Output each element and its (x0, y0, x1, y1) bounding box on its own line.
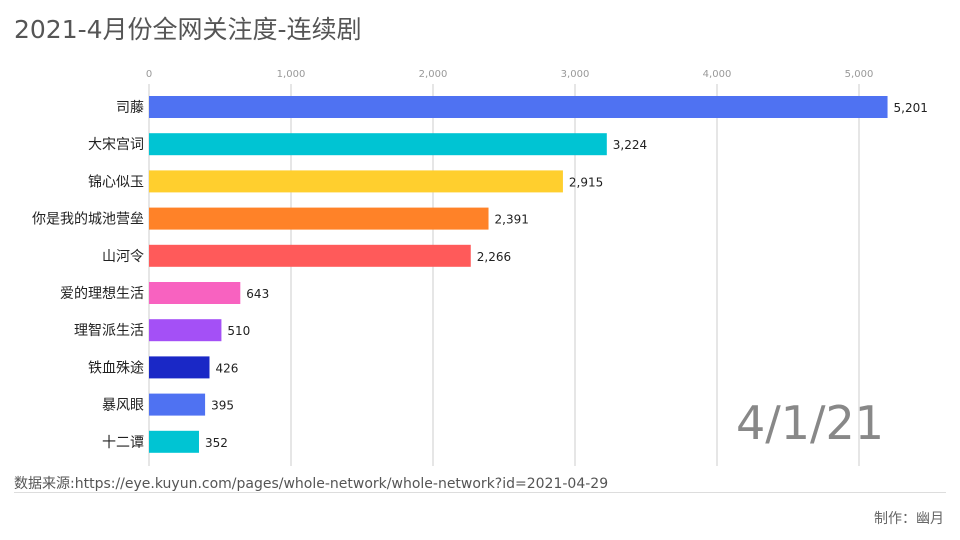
x-tick-label: 5,000 (845, 69, 874, 80)
value-label: 395 (211, 399, 234, 413)
value-label: 426 (215, 361, 238, 375)
category-label: 司藤 (116, 100, 144, 116)
value-label: 510 (227, 324, 250, 338)
x-tick-label: 1,000 (277, 69, 306, 80)
value-label: 3,224 (613, 138, 647, 152)
bar (149, 170, 563, 193)
bar (149, 356, 210, 379)
value-label: 2,266 (477, 250, 511, 264)
value-label: 2,391 (495, 213, 529, 227)
value-label: 5,201 (894, 101, 928, 115)
category-label: 十二谭 (102, 435, 144, 451)
bar (149, 96, 888, 118)
category-label: 山河令 (102, 249, 144, 265)
value-label: 643 (246, 287, 269, 301)
category-label: 锦心似玉 (88, 173, 144, 190)
data-source: 数据来源:https://eye.kuyun.com/pages/whole-n… (14, 476, 609, 492)
category-label: 爱的理想生活 (60, 286, 144, 302)
author-credit: 制作：幽月 (874, 511, 944, 527)
chart-title: 2021-4月份全网关注度-连续剧 (14, 15, 362, 44)
divider (14, 492, 946, 493)
x-tick-label: 4,000 (703, 69, 732, 80)
bar (149, 393, 206, 416)
bar (149, 207, 489, 230)
category-label: 暴风眼 (102, 398, 144, 414)
x-tick-label: 2,000 (419, 69, 448, 80)
bar (149, 430, 199, 453)
value-label: 352 (205, 436, 228, 450)
category-label: 铁血殊途 (88, 359, 144, 376)
bar (149, 319, 222, 342)
bar (149, 133, 607, 156)
bar (149, 244, 471, 267)
category-label: 理智派生活 (74, 323, 144, 339)
x-tick-label: 0 (146, 69, 152, 80)
x-tick-label: 3,000 (561, 69, 590, 80)
date-label: 4/1/21 (735, 396, 884, 450)
category-label: 你是我的城池营垒 (32, 212, 144, 228)
category-label: 大宋宫词 (88, 137, 144, 153)
bar (149, 282, 241, 304)
value-label: 2,915 (569, 175, 603, 189)
